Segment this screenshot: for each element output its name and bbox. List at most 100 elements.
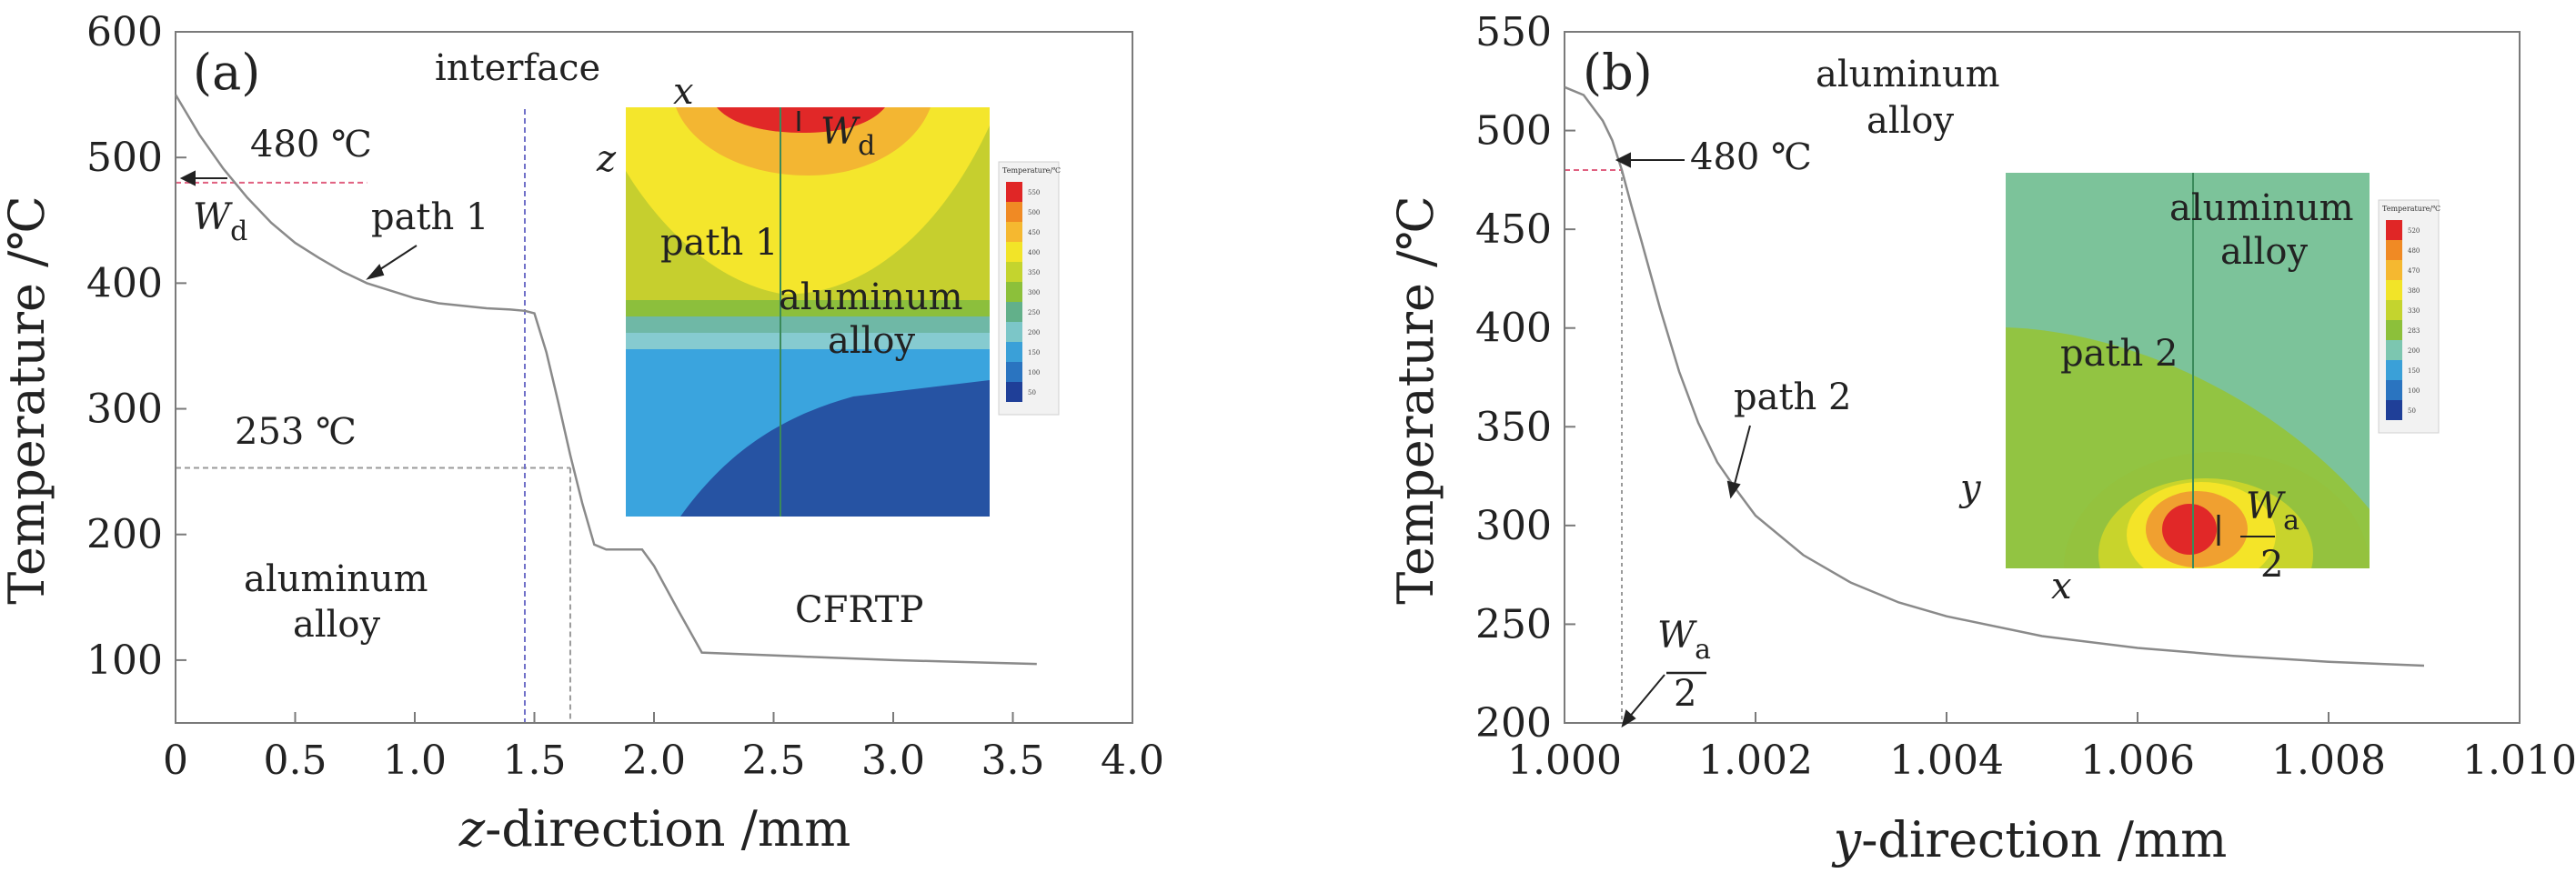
inset-b-wa-den: 2 (2260, 544, 2283, 586)
inset-a-legend-title: Temperature/℃ (1002, 166, 1061, 175)
chart-b-xlabel-rest: -direction /mm (1861, 811, 2227, 868)
chart-a-xtick-label: 2.5 (742, 738, 806, 784)
chart-b-xtick-label: 1.002 (1698, 738, 1813, 784)
chart-b-xtick-label: 1.004 (1889, 738, 2004, 784)
chart-b-panel-label: (b) (1583, 44, 1653, 101)
inset-b-legend-swatch (2386, 240, 2402, 260)
chart-b-ytick-label: 550 (1475, 9, 1552, 55)
inset-a-path-label: path 1 (660, 222, 778, 264)
chart-b-wa-letter: W (1657, 615, 1697, 657)
inset-a-legend-value: 100 (1028, 369, 1040, 376)
chart-b-xtick-label: 1.008 (2271, 738, 2386, 784)
chart-a-annotation-arrows (179, 170, 418, 280)
inset-a-legend-value: 250 (1028, 309, 1040, 316)
inset-a-wd-sub: d (858, 130, 875, 162)
inset-a-yellow-region (626, 107, 990, 295)
chart-a-wd-sub: d (230, 216, 247, 247)
inset-b-legend-swatch (2386, 260, 2402, 280)
inset-b-wa-label: Wa (2246, 486, 2299, 537)
chart-b-series-path-2 (1564, 85, 2425, 667)
chart-b-guides (1565, 169, 1623, 723)
chart-a-ytick-label: 200 (86, 512, 163, 558)
chart-a-path-label: path 1 (371, 196, 488, 238)
chart-b-wa-sub: a (1695, 634, 1711, 666)
chart-b-xlabel: y-direction /mm (1832, 811, 2228, 868)
chart-a-xtick-label: 0.5 (264, 738, 327, 784)
inset-a-legend-swatch (1006, 262, 1022, 282)
inset-b-x-axis-label: x (2051, 566, 2072, 607)
inset-a-teal-band-2 (626, 333, 990, 349)
inset-a-legend-swatch (1006, 302, 1022, 322)
chart-a-xtick-label: 4.0 (1101, 738, 1164, 784)
inset-a-legend-swatch (1006, 322, 1022, 342)
inset-b-red-core (2162, 504, 2217, 555)
chart-a-xtick-label: 3.5 (981, 738, 1045, 784)
inset-a-legend-value: 200 (1028, 329, 1040, 336)
chart-a-region-left-2: alloy (293, 604, 381, 646)
inset-b-legend-value: 200 (2408, 347, 2420, 355)
chart-a-ticks: 0 0.5 1.0 1.5 2.0 2.5 3.0 3.5 4.0 100 200 300 400 500… (86, 9, 1164, 784)
chart-a-253-label: 253 ℃ (235, 411, 357, 453)
chart-a-xtick-label: 0 (163, 738, 188, 784)
inset-b-wa-letter: W (2246, 486, 2286, 527)
inset-a-region-2: alloy (828, 320, 916, 362)
chart-a-wd-letter: W (193, 196, 233, 238)
inset-a-x-axis-label: x (673, 71, 694, 113)
chart-b-xtick-label: 1.006 (2080, 738, 2195, 784)
chart-b-region-1: aluminum (1816, 54, 2000, 95)
inset-a-legend-swatch (1006, 222, 1022, 242)
inset-b-legend-value: 470 (2408, 267, 2420, 275)
chart-b-wa-den: 2 (1674, 673, 1696, 715)
inset-a-wd-label: Wd (820, 111, 875, 162)
inset-b-legend-value: 480 (2408, 247, 2420, 255)
inset-b-region-2: alloy (2220, 231, 2309, 273)
chart-a-ytick-label: 400 (86, 260, 163, 306)
chart-b-xtick-label: 1.010 (2462, 738, 2576, 784)
inset-b-y-axis-label: y (1958, 467, 1982, 509)
chart-b-annotation-arrows (1615, 152, 1751, 728)
inset-a-legend-value: 550 (1028, 189, 1040, 196)
inset-b-legend-swatch (2386, 360, 2402, 380)
inset-b-wa-sub: a (2283, 505, 2299, 537)
inset-a-legend-value: 300 (1028, 289, 1040, 296)
chart-a-ytick-label: 600 (86, 9, 163, 55)
inset-a-red-region (717, 107, 885, 133)
inset-b-legend-value: 520 (2408, 227, 2420, 235)
inset-b-legend-value: 283 (2408, 327, 2420, 335)
chart-a-xtick-label: 3.0 (861, 738, 925, 784)
inset-a-legend-swatch (1006, 342, 1022, 362)
chart-a-xtick-label: 1.5 (503, 738, 567, 784)
chart-b-ytick-label: 400 (1475, 306, 1552, 352)
inset-a-legend-swatch (1006, 282, 1022, 302)
inset-a-z-axis-label: z (596, 138, 617, 180)
inset-a-legend-swatch (1006, 242, 1022, 262)
chart-b-wa-label: Wa (1657, 615, 1711, 666)
chart-a-panel-label: (a) (193, 44, 260, 101)
inset-b-legend-swatch (2386, 220, 2402, 240)
inset-a-legend-value: 50 (1028, 389, 1036, 396)
chart-a-ylabel: Temperature /℃ (0, 196, 55, 605)
inset-a-legend-value: 350 (1028, 269, 1040, 276)
inset-b-legend-swatch (2386, 400, 2402, 420)
inset-a-green-band (626, 300, 990, 316)
inset-b-legend-swatch (2386, 320, 2402, 340)
inset-a-orange-region (676, 107, 931, 176)
chart-a-xtick-label: 2.0 (622, 738, 686, 784)
inset-b-legend-value: 100 (2408, 387, 2420, 395)
inset-a-legend-swatch (1006, 382, 1022, 402)
chart-b-region-2: alloy (1867, 100, 1955, 142)
chart-a-wd-label: Wd (193, 196, 247, 247)
inset-b-legend-value: 50 (2408, 407, 2416, 415)
chart-b: 1.000 1.002 1.004 1.006 1.008 1.0102002503003… (1387, 9, 2576, 868)
inset-b-region-1: aluminum (2169, 187, 2354, 229)
inset-b-legend-swatch (2386, 300, 2402, 320)
inset-a-legend-swatch (1006, 362, 1022, 382)
chart-b-inset: aluminum alloy path 2 y x Wa 2 Temperatu… (1958, 173, 2440, 607)
inset-a-region-1: aluminum (779, 276, 963, 318)
chart-a-xlabel-rest: -direction /mm (485, 800, 850, 858)
chart-b-480-label: 480 ℃ (1690, 136, 1812, 178)
inset-a-wd-letter: W (820, 111, 860, 153)
inset-b-legend-swatch (2386, 340, 2402, 360)
inset-b-legend-value: 380 (2408, 287, 2420, 295)
